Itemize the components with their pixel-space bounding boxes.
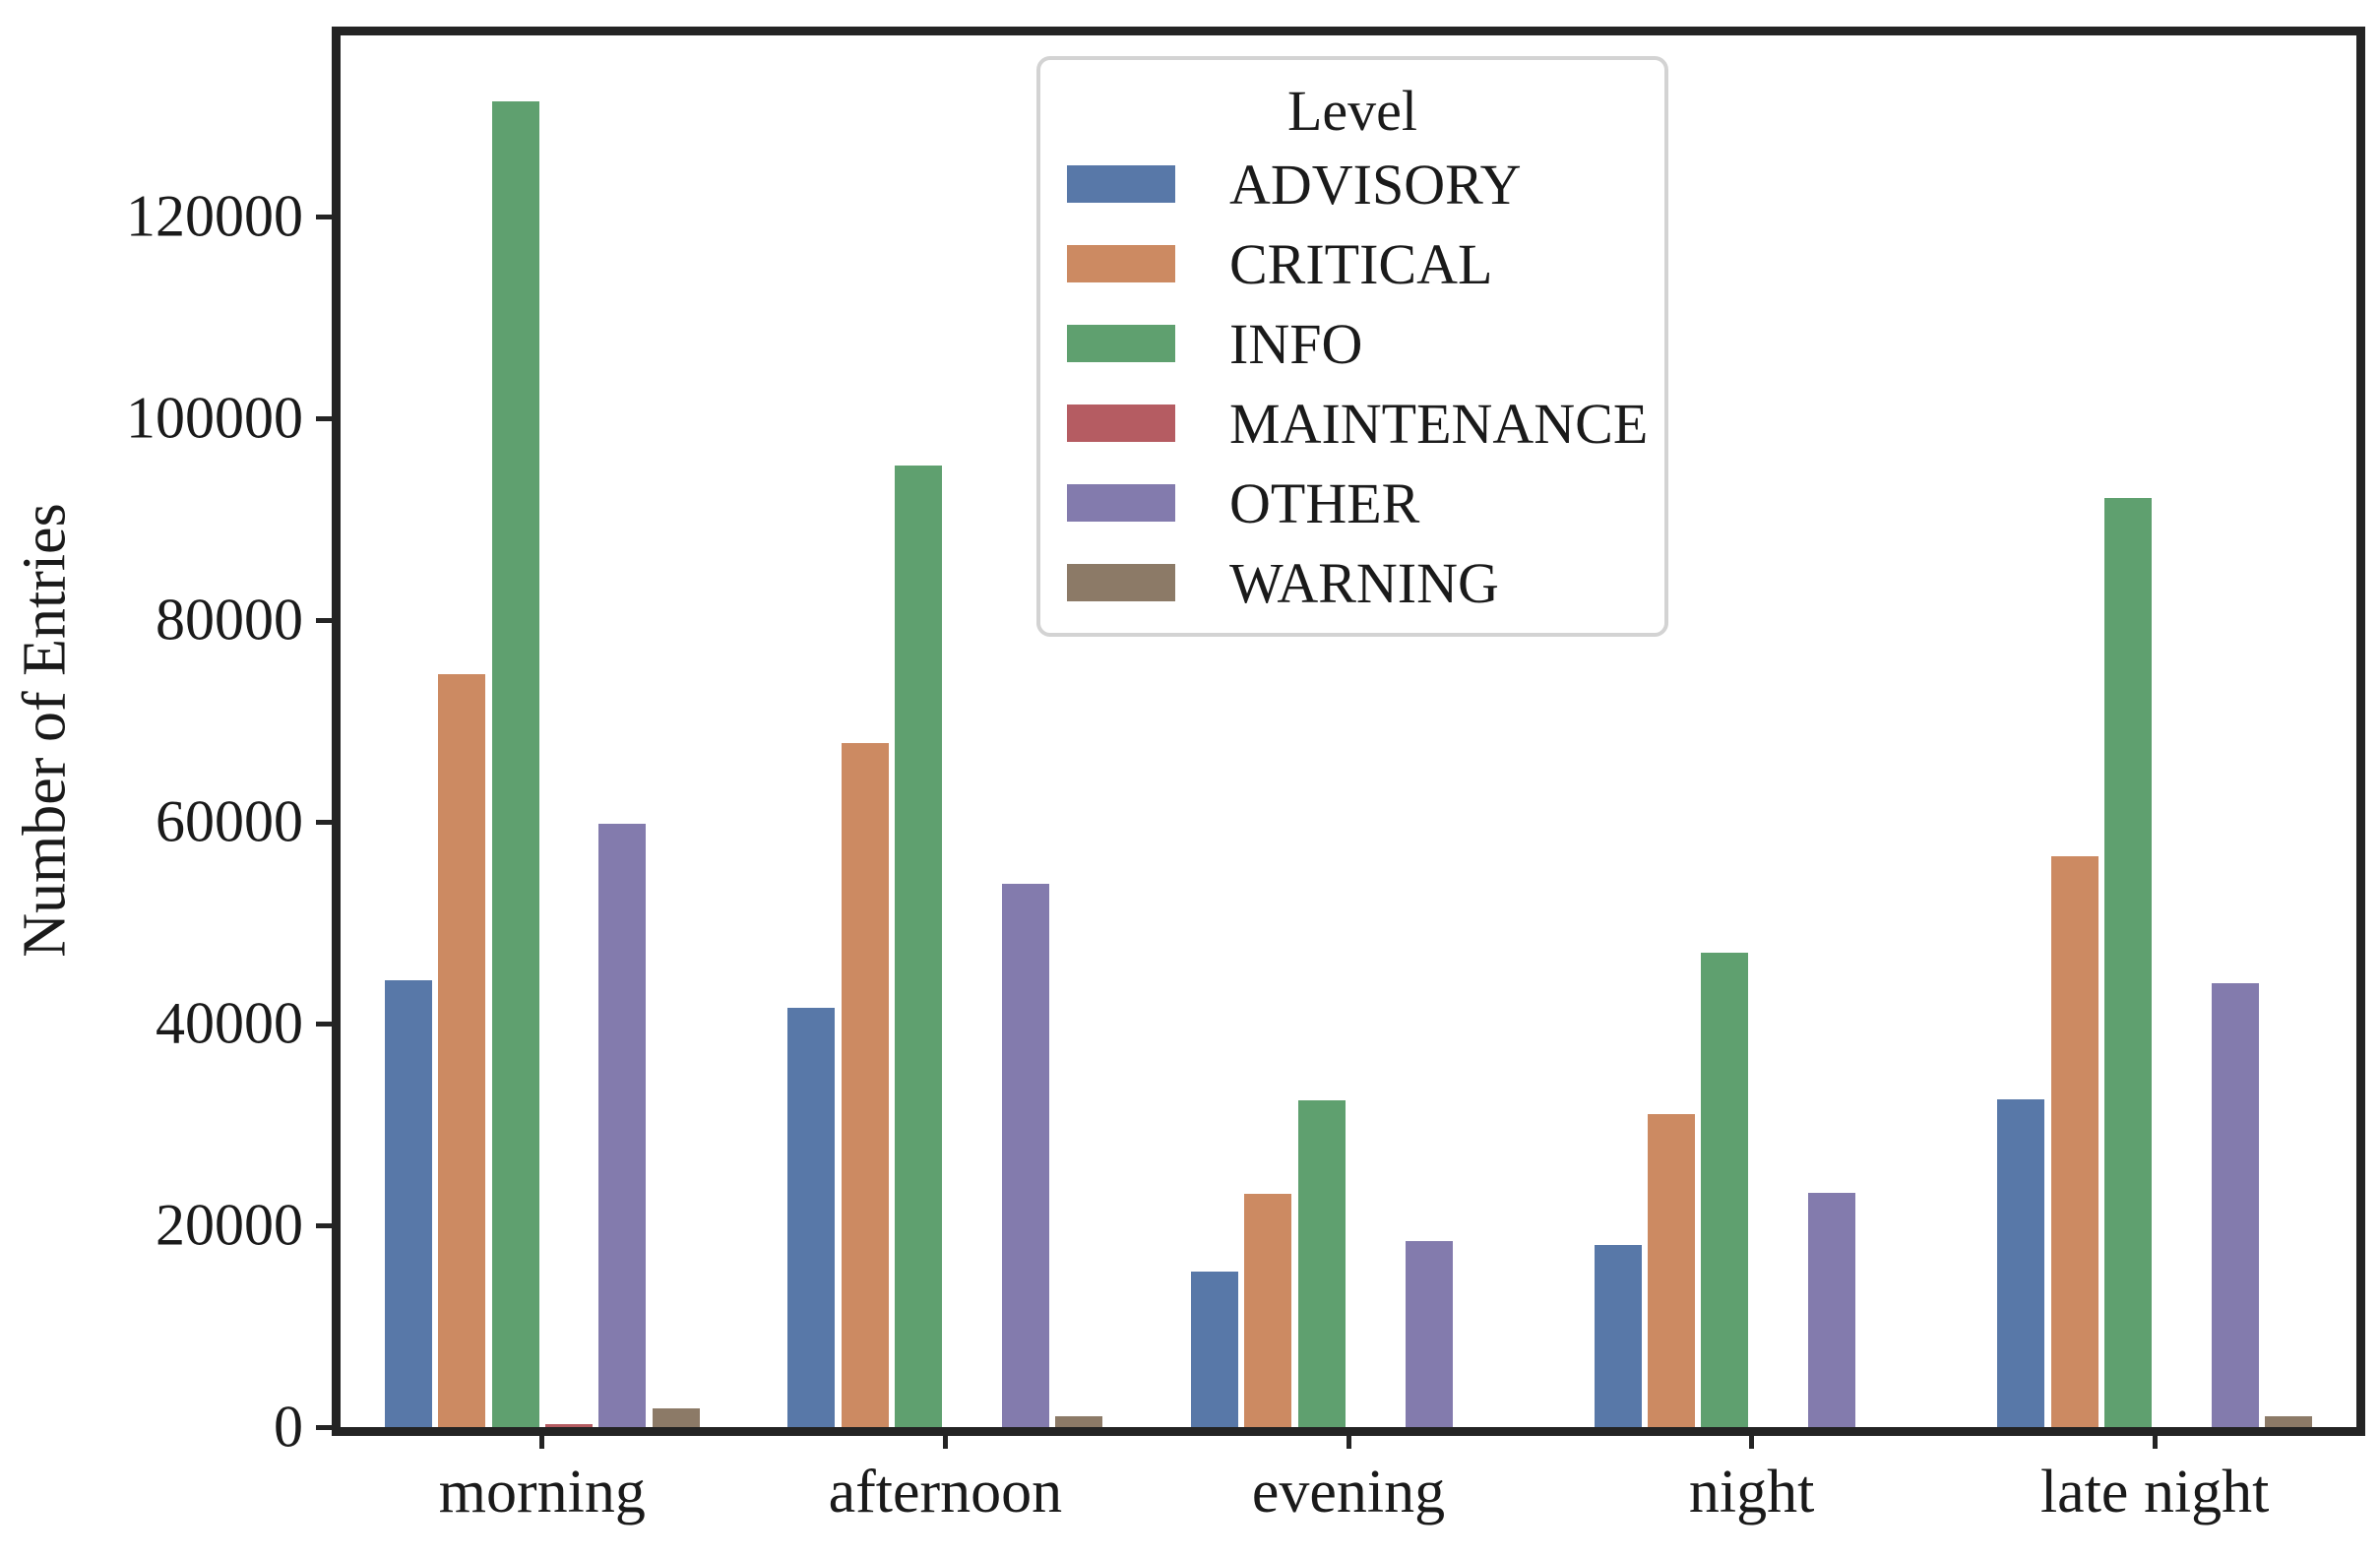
- y-tick-mark: [316, 1021, 332, 1027]
- y-tick-label: 60000: [156, 788, 303, 854]
- x-tick-mark: [539, 1436, 545, 1449]
- bar: [545, 1423, 593, 1427]
- bar: [384, 980, 432, 1427]
- bar: [2104, 498, 2152, 1427]
- legend-item-label: OTHER: [1229, 470, 1420, 535]
- legend-item-label: CRITICAL: [1229, 231, 1493, 296]
- y-tick-mark: [316, 1222, 332, 1228]
- y-tick-label: 100000: [126, 385, 303, 451]
- bar: [1997, 1099, 2045, 1427]
- legend-swatch: [1067, 564, 1175, 601]
- y-tick-label: 120000: [126, 183, 303, 249]
- bar: [1594, 1244, 1642, 1427]
- x-tick-mark: [1346, 1436, 1351, 1449]
- bar: [1055, 1415, 1103, 1427]
- bar: [598, 824, 647, 1427]
- y-axis-title: Number of Entries: [11, 503, 79, 958]
- bars-container: [341, 35, 2356, 1427]
- y-tick-mark: [316, 415, 332, 421]
- bar: [2265, 1415, 2313, 1427]
- y-tick-mark: [316, 617, 332, 623]
- legend-item: MAINTENANCE: [1040, 389, 1664, 458]
- bar: [1701, 953, 1749, 1427]
- x-tick-label: morning: [438, 1459, 646, 1526]
- legend-item-label: WARNING: [1229, 550, 1499, 615]
- legend-item: OTHER: [1040, 468, 1664, 537]
- x-tick-label: late night: [2039, 1459, 2270, 1526]
- legend-item: CRITICAL: [1040, 229, 1664, 298]
- y-tick-label: 0: [274, 1394, 303, 1460]
- legend-item: WARNING: [1040, 548, 1664, 617]
- legend-item-label: INFO: [1229, 311, 1363, 376]
- legend-item-label: MAINTENANCE: [1229, 391, 1649, 456]
- x-tick-mark: [942, 1436, 948, 1449]
- x-tick-label: afternoon: [828, 1459, 1063, 1526]
- x-tick-mark: [1749, 1436, 1755, 1449]
- bar: [438, 673, 486, 1427]
- legend-swatch: [1067, 245, 1175, 282]
- bar: [652, 1407, 700, 1427]
- legend-item-label: ADVISORY: [1229, 152, 1522, 217]
- legend-item: ADVISORY: [1040, 150, 1664, 218]
- bar: [1244, 1194, 1292, 1427]
- y-tick-label: 20000: [156, 1192, 303, 1258]
- legend-swatch: [1067, 165, 1175, 203]
- bar: [1002, 883, 1049, 1427]
- bar: [787, 1007, 836, 1427]
- y-tick-label: 40000: [156, 990, 303, 1056]
- legend-item: INFO: [1040, 309, 1664, 378]
- legend-swatch: [1067, 484, 1175, 522]
- bar: [895, 465, 943, 1427]
- legend-swatch: [1067, 325, 1175, 362]
- legend-title: Level: [1286, 79, 1418, 143]
- y-tick-label: 80000: [156, 587, 303, 653]
- bar: [2211, 983, 2259, 1427]
- bar: [1191, 1272, 1238, 1427]
- y-tick-mark: [316, 1424, 332, 1430]
- bar: [841, 743, 889, 1427]
- legend-swatch: [1067, 405, 1175, 442]
- x-tick-label: evening: [1251, 1459, 1446, 1526]
- bar: [1297, 1100, 1346, 1427]
- bar: [1808, 1193, 1856, 1427]
- bar: [2050, 856, 2098, 1427]
- bar: [1648, 1114, 1695, 1427]
- x-tick-mark: [2152, 1436, 2158, 1449]
- bar: [1405, 1241, 1453, 1427]
- x-tick-label: night: [1688, 1459, 1815, 1526]
- legend: Level ADVISORY CRITICAL INFO MAINTENANCE OTH…: [1036, 56, 1668, 637]
- y-tick-mark: [316, 819, 332, 825]
- y-tick-mark: [316, 214, 332, 219]
- bar: [491, 100, 539, 1427]
